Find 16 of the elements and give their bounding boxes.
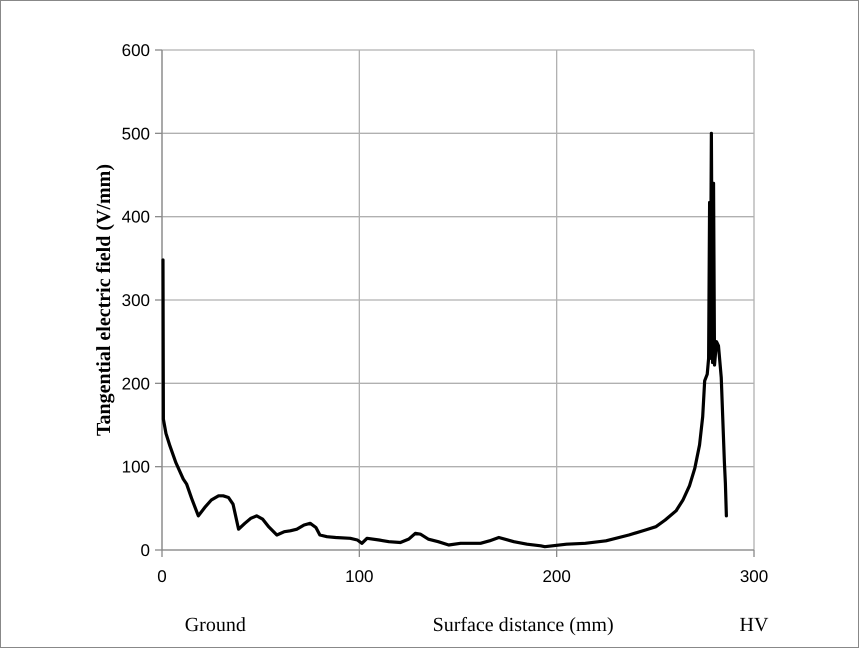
x-tick-label: 200 (542, 567, 571, 586)
x-tick-label: 100 (345, 567, 374, 586)
y-tick-label: 500 (122, 124, 150, 144)
y-tick-label: 0 (140, 540, 150, 560)
y-tick-label: 100 (122, 458, 150, 477)
y-tick-label: 200 (122, 374, 150, 394)
y-axis-title: Tangential electric field (V/mm) (93, 164, 115, 436)
x-tick-label: 0 (157, 567, 167, 586)
text: HV (740, 614, 769, 636)
line-series (161, 132, 728, 548)
y-tick-label: 300 (122, 290, 150, 310)
x-axis-title: Surface distance (mm) (432, 614, 614, 636)
text: Ground (184, 614, 246, 636)
x-tick-label: 300 (740, 567, 768, 586)
y-tick-label: 600 (122, 40, 150, 60)
y-tick-label: 400 (122, 208, 150, 227)
